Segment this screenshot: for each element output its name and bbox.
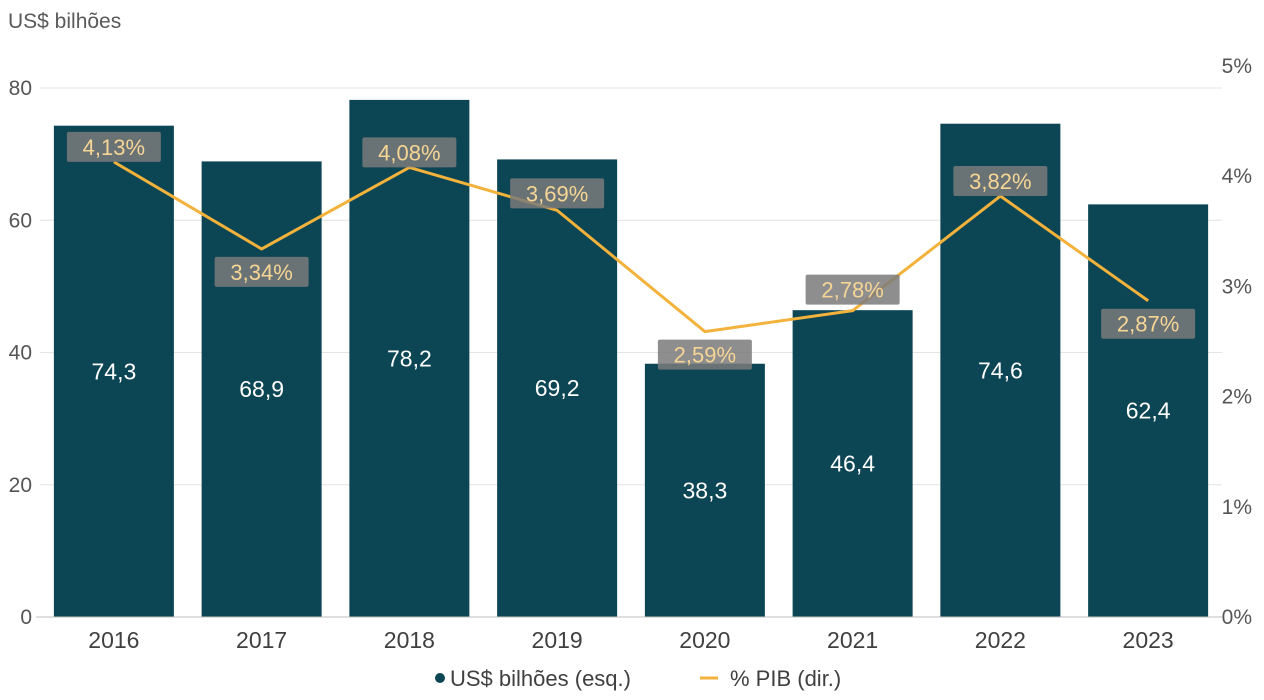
pib-line — [113, 160, 1149, 334]
line-value-label: 2,87% — [1117, 312, 1179, 337]
bar-value-label: 46,4 — [830, 451, 875, 477]
line-label-box — [362, 137, 457, 168]
line-value-label: 4,13% — [83, 135, 145, 160]
x-tick-label: 2021 — [827, 627, 878, 653]
line-label-box — [214, 256, 309, 287]
line-label-box — [805, 274, 900, 305]
y-right-tick-label: 2% — [1222, 386, 1252, 409]
y-left-tick-label: 80 — [9, 77, 32, 100]
x-tick-label: 2023 — [1123, 627, 1174, 653]
y-left-tick-label: 40 — [9, 342, 32, 365]
line-value-label: 3,69% — [526, 181, 588, 206]
line-value-label: 3,82% — [969, 169, 1031, 194]
bar — [644, 363, 765, 617]
line-label-box — [657, 339, 752, 370]
x-tick-label: 2022 — [975, 627, 1026, 653]
y-right-tick-label: 3% — [1222, 275, 1252, 298]
bar-value-label: 69,2 — [535, 375, 580, 401]
x-tick-label: 2017 — [236, 627, 287, 653]
legend-bar-marker — [435, 673, 445, 683]
line-value-label: 3,34% — [230, 260, 292, 285]
bar — [497, 159, 618, 618]
y-right-tick-label: 0% — [1222, 606, 1252, 629]
y-right-tick-label: 1% — [1222, 496, 1252, 519]
x-tick-label: 2016 — [88, 627, 139, 653]
x-tick-label: 2018 — [384, 627, 435, 653]
bar-value-label: 68,9 — [239, 376, 284, 402]
bar — [349, 99, 470, 618]
line-value-label: 4,08% — [378, 140, 440, 165]
y-left-tick-label: 60 — [9, 209, 32, 232]
bar — [201, 161, 322, 617]
line-value-label: 2,78% — [821, 278, 883, 303]
line-label-box — [66, 131, 161, 162]
legend-bar-label: US$ bilhões (esq.) — [450, 666, 631, 691]
x-tick-label: 2020 — [679, 627, 730, 653]
line-value-label: 2,59% — [674, 343, 736, 368]
bar — [940, 123, 1061, 618]
x-tick-label: 2019 — [532, 627, 583, 653]
y-right-tick-label: 4% — [1222, 165, 1252, 188]
line-label-box — [953, 166, 1048, 197]
y-axis-unit-label: US$ bilhões — [8, 10, 121, 33]
y-left-tick-label: 20 — [9, 474, 32, 497]
bar-value-label: 62,4 — [1126, 398, 1171, 424]
bar-value-label: 38,3 — [682, 477, 727, 503]
line-label-box — [1101, 308, 1196, 339]
bar-value-label: 74,3 — [91, 358, 136, 384]
bar-value-label: 78,2 — [387, 345, 432, 371]
line-label-box — [510, 178, 605, 209]
bar — [53, 125, 174, 617]
y-left-tick-label: 0 — [20, 606, 32, 629]
bar-value-label: 74,6 — [978, 357, 1023, 383]
legend-line-label: % PIB (dir.) — [730, 666, 841, 691]
bar — [792, 310, 913, 617]
y-right-tick-label: 5% — [1222, 55, 1252, 78]
